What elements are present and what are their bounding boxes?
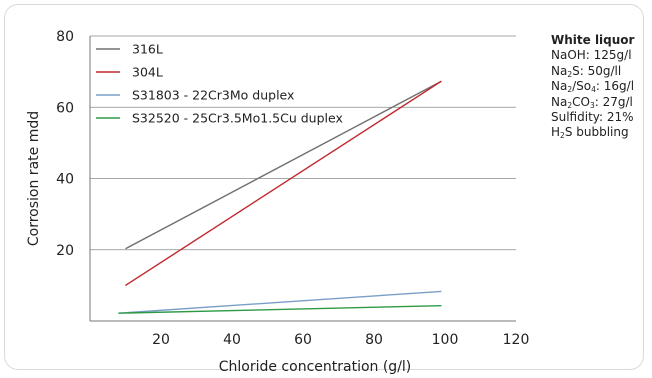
note-text: NaOH: 125g/l: [551, 48, 632, 63]
x-tick-label: 80: [365, 332, 383, 348]
conditions-line: H2S bubbling: [551, 125, 651, 140]
x-tick-label: 120: [503, 332, 530, 348]
note-text: : 16g/l: [595, 79, 635, 94]
note-text: S: 50g/ll: [572, 63, 622, 78]
legend-label-2: 304L: [132, 65, 163, 80]
x-axis-label: Chloride concentration (g/l): [219, 359, 412, 375]
conditions-line: Na2S: 50g/ll: [551, 64, 651, 79]
y-tick-label: 20: [56, 243, 74, 259]
conditions-line: NaOH: 125g/l: [551, 48, 651, 63]
conditions-line: Sulfidity: 21%: [551, 110, 651, 125]
y-tick-label: 40: [56, 172, 74, 188]
conditions-line: Na2/So4: 16g/l: [551, 79, 651, 94]
note-text: : 27g/l: [594, 94, 633, 109]
x-tick-label: 40: [223, 332, 241, 348]
y-axis-label: Corrosion rate mdd: [26, 111, 42, 246]
x-tick-label: 100: [432, 332, 459, 348]
conditions-note: White liquor NaOH: 125g/l Na2S: 50g/ll Na2…: [551, 33, 651, 141]
y-tick-label: 60: [56, 100, 74, 116]
subscript: 2: [567, 85, 573, 95]
note-text: Na: [551, 63, 568, 78]
subscript: 4: [591, 85, 596, 95]
note-text: /So: [572, 79, 592, 94]
subscript: 2: [567, 100, 573, 110]
legend-label-4: S32520 - 25Cr3.5Mo1.5Cu duplex: [132, 111, 343, 126]
conditions-title: White liquor: [551, 33, 635, 47]
subscript: 2: [560, 131, 565, 141]
subscript: 2: [567, 69, 573, 79]
series-line-4: [118, 305, 442, 314]
subscript: 3: [589, 100, 595, 110]
x-tick-label: 20: [152, 332, 170, 348]
legend-label-1: 316L: [132, 42, 163, 57]
conditions-line: Na2CO3: 27g/l: [551, 95, 651, 110]
note-text: S bubbling: [564, 125, 629, 140]
note-text: Na: [551, 79, 568, 94]
note-text: Na: [551, 94, 568, 109]
series-line-1: [125, 80, 442, 250]
x-tick-label: 60: [294, 332, 312, 348]
note-text: CO: [572, 94, 590, 109]
series-line-2: [125, 80, 442, 286]
note-text: Sulfidity: 21%: [551, 110, 634, 125]
legend-label-3: S31803 - 22Cr3Mo duplex: [132, 88, 294, 103]
series-line-3: [118, 290, 442, 314]
y-tick-label: 80: [56, 29, 74, 45]
chart-frame: [4, 4, 644, 370]
note-text: H: [551, 125, 561, 140]
